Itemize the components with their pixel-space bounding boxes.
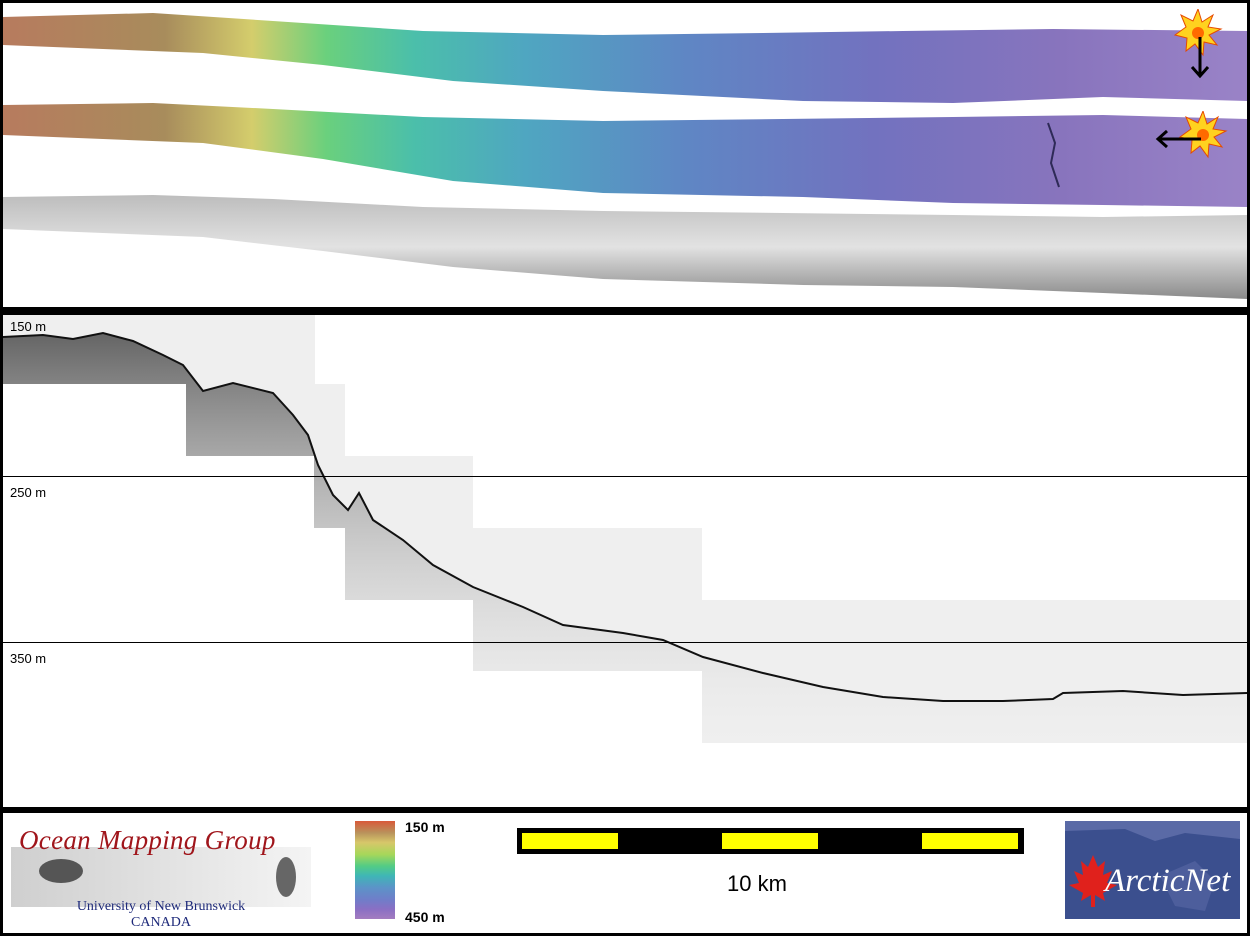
bathymetry-strip-east-illuminated bbox=[3, 103, 1247, 207]
sun-icon bbox=[1155, 111, 1228, 159]
scale-segment bbox=[922, 833, 1018, 849]
scale-segment bbox=[722, 833, 818, 849]
sun-icon bbox=[1173, 9, 1223, 79]
arcticnet-name: ArcticNet bbox=[1105, 863, 1231, 899]
scale-bar-label: 10 km bbox=[727, 871, 787, 896]
seafloor-echo-fill bbox=[3, 333, 1247, 743]
scale-bar bbox=[517, 828, 1024, 854]
maple-leaf-icon bbox=[1069, 855, 1117, 907]
university-name: University of New Brunswick bbox=[76, 899, 246, 914]
sub-bottom-profile-panel: 150 m 250 m 350 m bbox=[3, 315, 1247, 807]
depth-gridline bbox=[3, 476, 1247, 477]
depth-label-350: 350 m bbox=[10, 651, 47, 666]
depth-gridline bbox=[3, 642, 1247, 643]
scale-segment bbox=[522, 833, 618, 849]
bathymetry-strip-north-illuminated bbox=[3, 13, 1247, 103]
seafloor-profile-line bbox=[3, 331, 1247, 702]
ocean-mapping-group-logo: Ocean Mapping Group University of New Br… bbox=[11, 819, 311, 930]
depth-label-150: 150 m bbox=[10, 319, 47, 334]
multibeam-map-panel bbox=[3, 3, 1247, 307]
arrow-left-icon bbox=[1155, 129, 1201, 149]
ocean-mapping-group-title: Ocean Mapping Group bbox=[19, 825, 276, 855]
sidescan-backscatter-strip bbox=[3, 195, 1247, 299]
arctic-map-icon bbox=[1065, 821, 1240, 911]
colorbar-bottom-label: 450 m bbox=[405, 909, 445, 925]
colorbar-top-label: 150 m bbox=[405, 819, 445, 835]
arrow-down-icon bbox=[1190, 37, 1210, 79]
bathymetry-strips bbox=[3, 13, 1247, 299]
legend-footer: Ocean Mapping Group University of New Br… bbox=[3, 813, 1247, 933]
seafloor-lineament bbox=[1047, 122, 1060, 188]
seafloor-image-icon bbox=[11, 847, 311, 907]
depth-label-250: 250 m bbox=[10, 485, 47, 500]
depth-colorbar bbox=[355, 821, 395, 919]
country-name: CANADA bbox=[131, 915, 191, 930]
seafloor-profile bbox=[3, 331, 1247, 743]
arcticnet-logo: ArcticNet bbox=[1065, 821, 1240, 919]
